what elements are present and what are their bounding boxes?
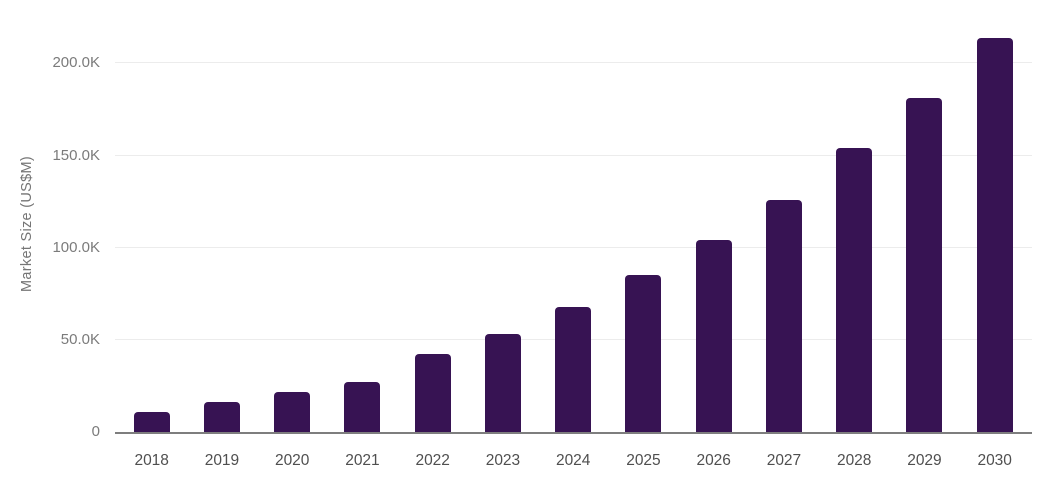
bar-2024 xyxy=(555,307,592,432)
bar-2019 xyxy=(203,401,240,432)
x-tick-label-2028: 2028 xyxy=(836,452,872,469)
x-tick-label-2024: 2024 xyxy=(555,452,591,469)
bar-2025 xyxy=(625,274,662,432)
y-tick-label-0: 0 xyxy=(91,423,100,440)
bar-2026 xyxy=(695,239,732,432)
bar-2021 xyxy=(344,381,381,432)
x-tick-label-2030: 2030 xyxy=(977,452,1012,469)
bar-2018 xyxy=(133,412,170,432)
x-tick-label-2018: 2018 xyxy=(134,452,169,469)
bar-2020 xyxy=(274,391,311,432)
x-tick-label-2021: 2021 xyxy=(345,452,380,469)
y-tick-label-200.0K: 200.0K xyxy=(52,54,100,72)
y-tick-label-150.0K: 150.0K xyxy=(52,146,100,164)
x-tick-label-2019: 2019 xyxy=(204,452,240,469)
bar-2030 xyxy=(976,37,1013,432)
bar-2029 xyxy=(906,97,943,432)
x-tick-label-2027: 2027 xyxy=(766,452,802,469)
bar-2028 xyxy=(836,148,873,432)
x-tick-label-2025: 2025 xyxy=(626,452,661,469)
x-tick-label-2023: 2023 xyxy=(485,452,521,469)
x-tick-label-2022: 2022 xyxy=(415,452,450,469)
gridline-150.0K xyxy=(115,154,1032,156)
plot-area xyxy=(115,0,1032,434)
gridline-100.0K xyxy=(115,246,1032,248)
bar-2023 xyxy=(484,334,521,432)
x-tick-label-2026: 2026 xyxy=(696,452,731,469)
bar-2022 xyxy=(414,354,451,432)
x-tick-label-2029: 2029 xyxy=(907,452,942,469)
y-tick-label-100.0K: 100.0K xyxy=(52,238,100,256)
x-tick-label-2020: 2020 xyxy=(274,452,310,469)
y-axis-title: Market Size (US$M) xyxy=(19,156,35,292)
gridline-200.0K xyxy=(115,62,1032,64)
y-tick-label-50.0K: 50.0K xyxy=(60,330,100,348)
bar-2027 xyxy=(765,199,802,432)
